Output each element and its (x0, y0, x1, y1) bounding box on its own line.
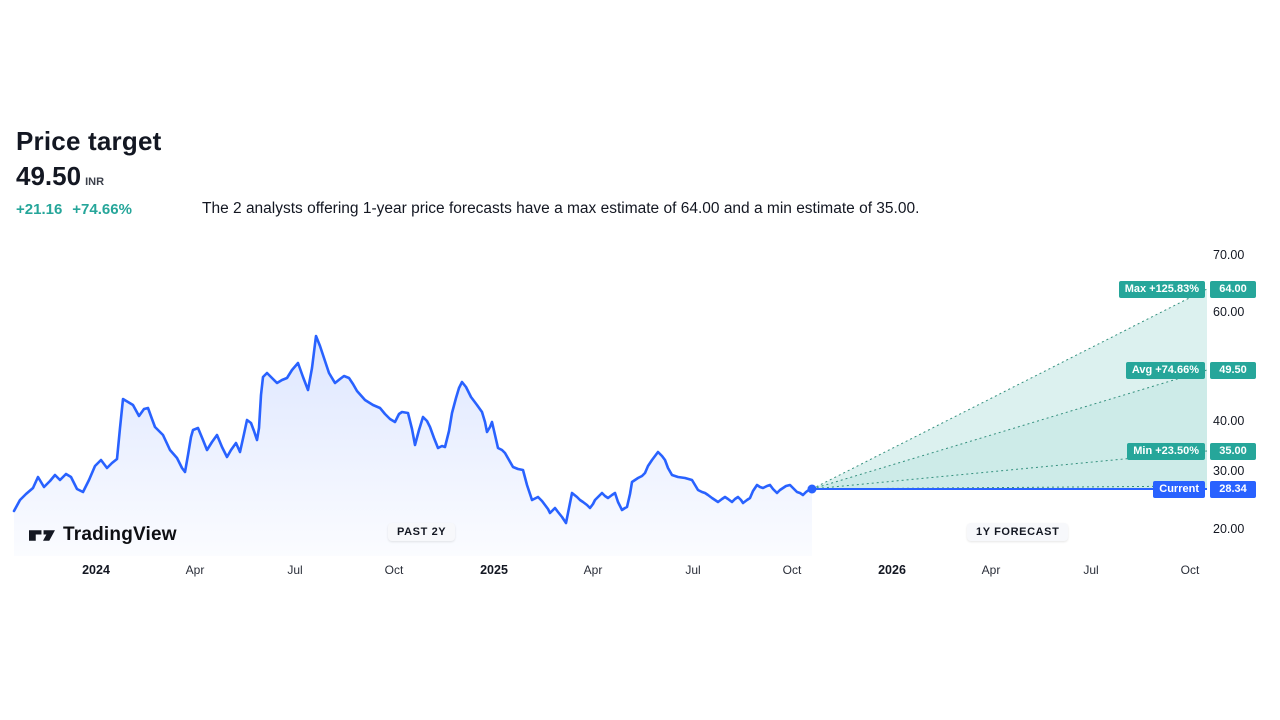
x-axis-label: Jul (287, 563, 303, 577)
x-axis-label: Apr (583, 563, 603, 577)
price-row: 49.50 INR (16, 161, 104, 192)
y-axis-label: 70.00 (1213, 248, 1245, 262)
tradingview-logo[interactable]: TradingView (29, 524, 177, 546)
price-history-area (14, 336, 812, 556)
min-target-label-badge: Min +23.50% (1127, 443, 1205, 460)
max-target-value-badge: 64.00 (1210, 281, 1256, 298)
x-axis-label: 2025 (480, 563, 508, 577)
y-axis-label: 60.00 (1213, 305, 1245, 319)
x-axis-label: Oct (384, 563, 404, 577)
x-axis-label: Oct (1180, 563, 1200, 577)
analyst-summary: The 2 analysts offering 1-year price for… (202, 200, 920, 217)
x-axis-label: Oct (782, 563, 802, 577)
x-axis-label: Apr (185, 563, 205, 577)
current-price-label-badge: Current (1153, 481, 1205, 498)
tradingview-logo-text: TradingView (63, 524, 177, 545)
currency-label: INR (85, 176, 105, 188)
avg-target-value-badge: 49.50 (1210, 362, 1256, 379)
x-axis-label: 2026 (878, 563, 906, 577)
min-target-value-badge: 35.00 (1210, 443, 1256, 460)
max-target-label-badge: Max +125.83% (1118, 281, 1205, 298)
current-price-dot (807, 484, 817, 494)
price-change-pct: +74.66% (72, 201, 132, 218)
y-axis-label: 20.00 (1213, 522, 1245, 536)
price-change: +21.16 +74.66% (16, 201, 142, 218)
price-value: 49.50 (16, 161, 82, 191)
past-period-badge: PAST 2Y (388, 523, 456, 541)
x-axis-label: 2024 (82, 563, 110, 577)
page-title: Price target (16, 126, 162, 156)
tradingview-logo-icon (29, 529, 55, 541)
forecast-period-badge: 1Y FORECAST (967, 523, 1069, 541)
avg-target-label-badge: Avg +74.66% (1125, 362, 1205, 379)
price-change-abs: +21.16 (16, 201, 63, 218)
current-price-value-badge: 28.34 (1210, 481, 1256, 498)
y-axis-label: 30.00 (1213, 464, 1245, 478)
x-axis-label: Apr (981, 563, 1001, 577)
y-axis-label: 40.00 (1213, 414, 1245, 428)
x-axis-label: Jul (685, 563, 701, 577)
price-history-line (12, 334, 814, 525)
x-axis-label: Jul (1083, 563, 1099, 577)
